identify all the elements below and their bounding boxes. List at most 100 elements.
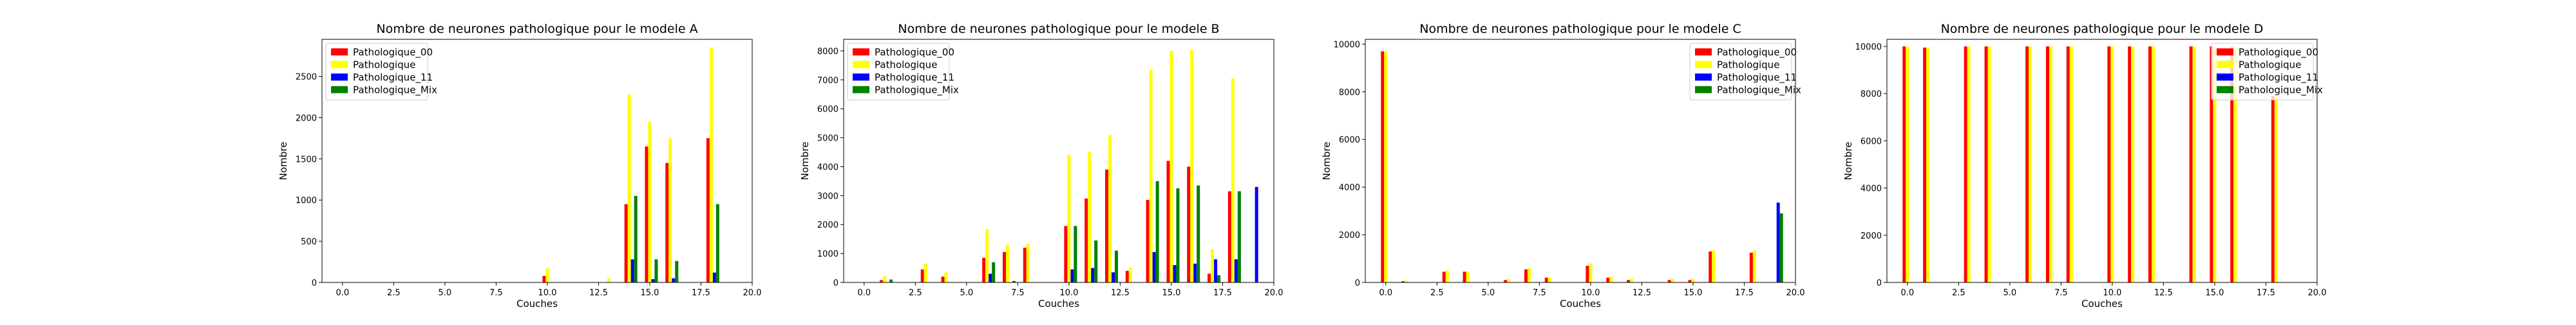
- bar-pathologique-00: [2025, 46, 2029, 282]
- bar-pathologique-mix: [1217, 275, 1221, 282]
- legend-swatch: [853, 74, 869, 81]
- bar-pathologique-00: [920, 269, 924, 282]
- bar-pathologique-00: [665, 162, 669, 282]
- legend-label: Pathologique_00: [1717, 46, 1797, 59]
- legend-label: Pathologique_11: [353, 72, 433, 84]
- legend-swatch: [853, 48, 869, 55]
- bar-pathologique-11: [651, 279, 655, 282]
- bar-pathologique-mix: [715, 204, 719, 282]
- chart-title: Nombre de neurones pathologique pour le …: [376, 22, 697, 36]
- bar-pathologique-00: [2066, 46, 2070, 282]
- bar-pathologique-00: [1084, 198, 1088, 282]
- bar-pathologique-00: [1023, 248, 1027, 282]
- x-tick-label: 7.5: [2054, 288, 2068, 298]
- y-tick-label: 8000: [817, 47, 838, 57]
- x-tick-label: 15.0: [2205, 288, 2224, 298]
- legend-swatch: [331, 48, 348, 55]
- y-tick-label: 10000: [1334, 40, 1360, 50]
- bar-pathologique: [1671, 279, 1674, 282]
- bar-pathologique-00: [2271, 95, 2275, 282]
- legend-swatch: [1695, 86, 1712, 94]
- y-tick-label: 2500: [296, 73, 317, 83]
- chart-2: Nombre de neurones pathologique pour le …: [1321, 22, 1804, 310]
- y-axis-label: Nombre: [1842, 142, 1854, 181]
- bar-pathologique-00: [624, 204, 628, 282]
- bar-pathologique-00: [1166, 161, 1170, 282]
- bar-pathologique-00: [2230, 46, 2234, 282]
- y-tick-label: 2000: [1861, 231, 1882, 241]
- bar-pathologique: [1967, 46, 1971, 282]
- legend-swatch: [2217, 48, 2233, 55]
- x-tick-label: 0.0: [857, 288, 871, 298]
- legend-swatch: [2217, 61, 2233, 68]
- legend: Pathologique_00PathologiquePathologique_…: [1689, 43, 1801, 101]
- bar-pathologique: [2274, 95, 2278, 282]
- bar-pathologique: [2069, 46, 2073, 282]
- legend-swatch: [331, 86, 348, 94]
- bar-pathologique: [1712, 250, 1716, 282]
- bar-pathologique: [2192, 46, 2196, 282]
- y-tick-label: 2000: [1339, 231, 1360, 241]
- legend: Pathologique_00PathologiquePathologique_…: [2211, 43, 2323, 101]
- bar-pathologique-00: [1208, 273, 1211, 282]
- legend-label: Pathologique_Mix: [875, 84, 959, 97]
- bar-pathologique: [1926, 47, 1930, 283]
- bar-pathologique: [1691, 279, 1695, 282]
- bar-pathologique-00: [1381, 51, 1385, 282]
- bar-pathologique-00: [1964, 46, 1967, 282]
- x-tick-label: 12.5: [1633, 288, 1651, 298]
- bar-pathologique-00: [2210, 46, 2213, 282]
- chart-title: Nombre de neurones pathologique pour le …: [1941, 22, 2264, 36]
- bar-pathologique: [1108, 135, 1112, 282]
- y-tick-label: 2000: [817, 221, 838, 230]
- chart-3: Nombre de neurones pathologique pour le …: [1842, 22, 2326, 310]
- bar-pathologique: [1026, 243, 1030, 282]
- bar-pathologique: [2152, 46, 2155, 282]
- bar-pathologique: [2131, 46, 2135, 282]
- legend-swatch: [1695, 74, 1712, 81]
- bar-pathologique-mix: [992, 262, 996, 282]
- bar-pathologique-00: [1002, 251, 1006, 282]
- bar-pathologique-mix: [1779, 213, 1783, 282]
- bar-pathologique-00: [1227, 191, 1231, 282]
- bar-pathologique: [2029, 46, 2032, 282]
- y-tick-label: 5000: [817, 134, 838, 144]
- y-tick-label: 10000: [1855, 43, 1882, 52]
- bar-pathologique-00: [1586, 266, 1589, 282]
- bar-pathologique-00: [2107, 46, 2111, 282]
- bar-pathologique: [944, 272, 948, 282]
- x-tick-label: 5.0: [439, 288, 452, 298]
- y-tick-label: 0: [312, 279, 317, 288]
- x-axis-label: Couches: [2081, 298, 2123, 310]
- bar-pathologique-00: [1524, 269, 1528, 282]
- y-tick-label: 0: [1355, 279, 1360, 288]
- x-axis-label: Couches: [1560, 298, 1601, 310]
- y-tick-label: 4000: [1861, 184, 1882, 194]
- bar-pathologique-00: [1187, 166, 1191, 282]
- x-tick-label: 0.0: [1900, 288, 1914, 298]
- x-tick-label: 2.5: [909, 288, 922, 298]
- bar-pathologique: [1067, 155, 1071, 282]
- bar-pathologique: [648, 121, 652, 282]
- bar-pathologique: [709, 47, 713, 282]
- bar-pathologique-00: [1463, 271, 1466, 282]
- x-tick-label: 7.5: [1533, 288, 1546, 298]
- bar-pathologique: [1231, 78, 1235, 282]
- bar-pathologique-00: [1984, 46, 1988, 282]
- bar-pathologique: [923, 263, 927, 282]
- bar-pathologique-mix: [1176, 188, 1180, 282]
- bar-pathologique-00: [2148, 46, 2152, 282]
- plot-frame: [321, 39, 753, 283]
- y-tick-label: 3000: [817, 192, 838, 201]
- bar-pathologique-11: [1112, 272, 1115, 282]
- bar-pathologique: [1405, 281, 1408, 282]
- bar-pathologique-00: [1627, 280, 1631, 282]
- bar-pathologique-00: [1544, 277, 1548, 282]
- x-tick-label: 20.0: [2308, 288, 2327, 298]
- bar-pathologique-11: [712, 272, 716, 282]
- bar-pathologique-00: [1105, 169, 1109, 282]
- legend-label: Pathologique_00: [2239, 46, 2318, 59]
- legend-label: Pathologique_Mix: [2239, 84, 2323, 97]
- bar-pathologique: [1211, 249, 1215, 282]
